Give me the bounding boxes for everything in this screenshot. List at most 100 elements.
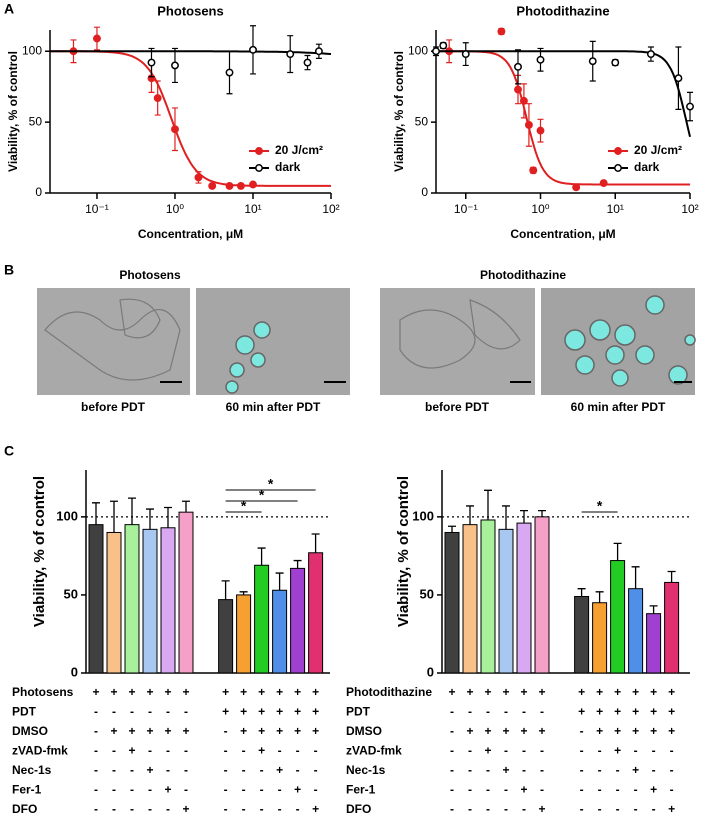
treatment-mark: - <box>130 783 134 797</box>
fit-curve <box>50 50 332 55</box>
treatment-mark: - <box>540 744 544 758</box>
treatment-mark: - <box>148 783 152 797</box>
treatment-mark: - <box>580 783 584 797</box>
treatment-mark: - <box>580 724 584 738</box>
treatment-mark: - <box>184 763 188 777</box>
point <box>249 45 257 54</box>
treatment-mark: + <box>182 724 189 738</box>
treatment-mark: - <box>468 763 472 777</box>
treatment-mark: + <box>146 763 153 777</box>
treatment-label: DMSO <box>346 724 382 738</box>
treatment-mark: + <box>538 724 545 738</box>
bar <box>462 524 478 674</box>
error-bar <box>311 533 320 553</box>
treatment-label: zVAD-fmk <box>346 744 402 758</box>
treatment-label: Fer-1 <box>346 783 376 797</box>
treatment-mark: + <box>614 744 621 758</box>
y-tick-label: 0 <box>421 185 428 199</box>
treatment-mark: - <box>112 783 116 797</box>
bar <box>160 527 176 674</box>
point <box>225 68 234 77</box>
treatment-mark: + <box>92 685 99 699</box>
treatment-mark: - <box>670 783 674 797</box>
treatment-label: Photodithazine <box>346 685 432 699</box>
treatment-mark: + <box>596 705 603 719</box>
point <box>147 58 156 67</box>
x-axis-label: Concentration, μM <box>510 227 615 241</box>
treatment-label: DFO <box>12 802 37 816</box>
treatment-mark: - <box>540 783 544 797</box>
bar <box>534 516 550 674</box>
treatment-mark: - <box>468 744 472 758</box>
treatment-mark: + <box>128 744 135 758</box>
y-tick-label: 50 <box>64 586 78 601</box>
treatment-mark: + <box>466 724 473 738</box>
treatment-mark: + <box>614 685 621 699</box>
bar <box>574 595 590 674</box>
treatment-mark: + <box>632 763 639 777</box>
treatment-mark: - <box>94 802 98 816</box>
point <box>314 47 323 56</box>
treatment-mark: - <box>296 802 300 816</box>
treatment-mark: + <box>258 685 265 699</box>
treatment-mark: - <box>94 705 98 719</box>
treatment-mark: - <box>504 802 508 816</box>
bar <box>480 519 496 674</box>
error-bar <box>466 505 474 525</box>
micrographs <box>37 288 696 395</box>
treatment-mark: - <box>112 744 116 758</box>
legend-label: dark <box>275 160 301 174</box>
x-tick-label: 10² <box>322 202 339 216</box>
y-tick-label: 0 <box>427 664 434 679</box>
treatment-mark: - <box>130 705 134 719</box>
treatment-mark: - <box>670 744 674 758</box>
treatment-mark: - <box>224 724 228 738</box>
treatment-mark: - <box>184 705 188 719</box>
treatment-mark: - <box>616 763 620 777</box>
bar <box>498 528 514 674</box>
x-tick-label: 10² <box>681 202 698 216</box>
panel-label: A <box>4 1 14 17</box>
treatment-mark: - <box>450 705 454 719</box>
significance-label: * <box>597 498 603 514</box>
point <box>514 85 522 94</box>
treatment-mark: - <box>184 783 188 797</box>
treatment-mark: - <box>486 802 490 816</box>
bar <box>664 581 680 674</box>
treatment-label: DFO <box>346 802 371 816</box>
treatment-mark: + <box>484 685 491 699</box>
treatment-mark: - <box>486 705 490 719</box>
treatment-mark: + <box>164 685 171 699</box>
point <box>519 96 528 105</box>
treatment-mark: - <box>148 705 152 719</box>
point <box>432 47 440 56</box>
treatment-mark: + <box>258 705 265 719</box>
error-bar <box>182 500 190 513</box>
treatment-mark: - <box>242 802 246 816</box>
treatment-mark: - <box>166 705 170 719</box>
treatment-mark: - <box>652 802 656 816</box>
treatment-label: zVAD-fmk <box>12 744 68 758</box>
treatment-mark: + <box>312 724 319 738</box>
error-bar <box>221 580 230 600</box>
y-tick-label: 100 <box>56 508 78 523</box>
treatment-mark: - <box>616 802 620 816</box>
error-bar <box>110 500 118 533</box>
chart-title: Photosens <box>157 3 223 18</box>
treatment-mark: + <box>164 724 171 738</box>
bar <box>178 511 194 674</box>
y-axis-label: Viability, % of control <box>392 51 406 172</box>
treatment-mark: - <box>504 744 508 758</box>
point <box>599 179 608 188</box>
bar <box>142 528 158 674</box>
bar <box>124 524 140 674</box>
treatment-mark: + <box>258 744 265 758</box>
legend-label: 20 J/cm² <box>275 143 323 157</box>
legend-marker <box>614 164 622 172</box>
treatment-mark: - <box>670 763 674 777</box>
treatment-mark: - <box>278 744 282 758</box>
y-tick-label: 50 <box>415 114 429 128</box>
image-caption: 60 min after PDT <box>226 400 321 414</box>
treatment-mark: - <box>224 744 228 758</box>
error-bar <box>502 505 510 530</box>
